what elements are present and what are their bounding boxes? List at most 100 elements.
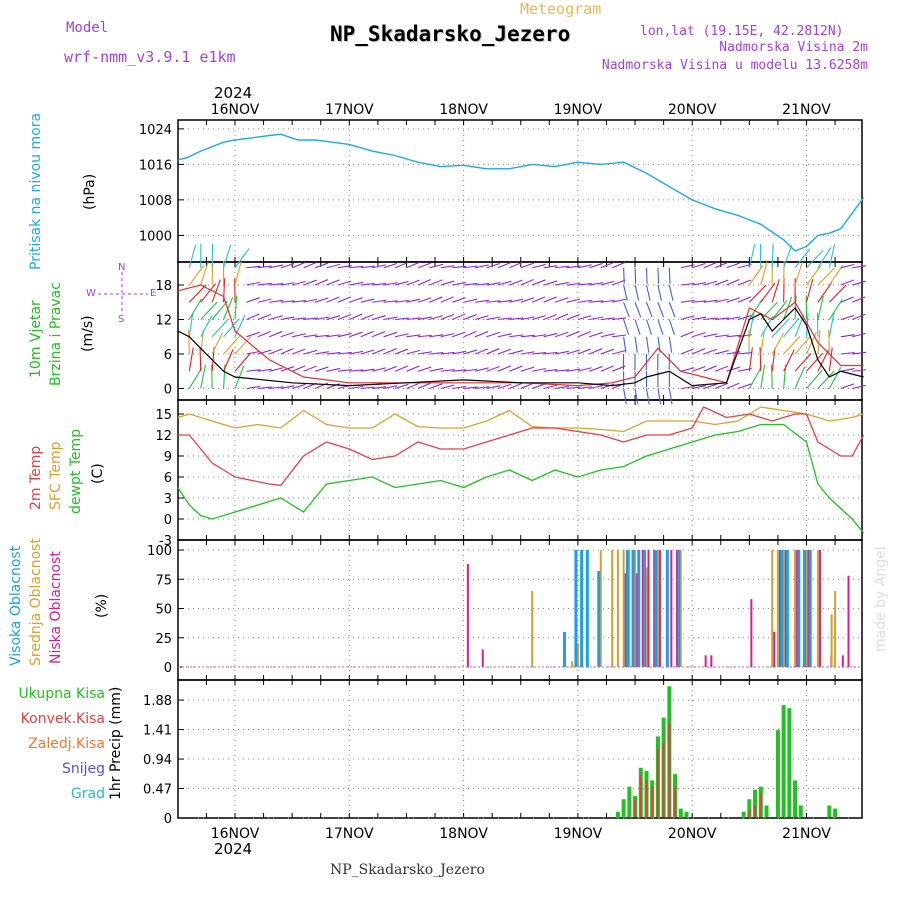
wind-vector (234, 248, 250, 269)
cloud-low-bar (710, 655, 713, 667)
precip-total-bar (627, 786, 632, 818)
wind-vector (429, 315, 443, 321)
wind-vector (440, 384, 455, 390)
wind-vector (748, 244, 756, 268)
wind-vector (703, 261, 717, 269)
cloud-low-bar (750, 599, 753, 667)
wind-vector (806, 353, 823, 372)
compass-w: W (86, 288, 96, 299)
wind-vector (372, 386, 387, 390)
y-tick-label-cloud: 75 (155, 573, 172, 588)
wind-vector (680, 282, 695, 286)
wind-vector (520, 334, 535, 338)
wind-vector (543, 384, 558, 390)
wind-vector (200, 315, 213, 338)
wind-vector (417, 351, 432, 355)
cloud-low-bar (778, 550, 781, 667)
panel-frame-temperature (177, 399, 863, 541)
wind-vector (406, 382, 420, 390)
wind-vector (577, 348, 592, 355)
wind-vector (509, 365, 523, 372)
y-tick-label-temperature: 6 (164, 471, 172, 486)
precip-conv-bar (645, 780, 648, 818)
day-label-bottom: 16NOV (211, 826, 260, 842)
wind-vector (794, 295, 797, 320)
wind-vector (759, 347, 762, 372)
wind-vector (188, 312, 194, 337)
wind-vector (531, 279, 546, 286)
wind-vector (269, 315, 283, 321)
wind-vector (291, 262, 306, 269)
dewpoint-line (177, 423, 865, 534)
wind-vector (246, 350, 261, 355)
wind-vector (497, 333, 512, 338)
wind-vector (600, 261, 614, 269)
wind-vector (783, 336, 801, 355)
wind-vector (463, 298, 478, 303)
wind-vector (600, 299, 615, 303)
wind-vector (349, 385, 364, 390)
cloud-low-bar (641, 550, 644, 667)
precip-conv-bar (668, 723, 671, 818)
wind-vector (303, 334, 318, 338)
wind-vector (337, 265, 352, 269)
wind-vector (349, 281, 364, 286)
wind-vector (657, 302, 665, 318)
wind-vector (577, 315, 592, 321)
wind-vector (794, 366, 806, 389)
wind-vector (417, 262, 432, 269)
wind-vector (269, 348, 283, 355)
wind-vector (269, 299, 284, 303)
wind-vector (760, 301, 778, 320)
wind-vector (199, 347, 202, 372)
cloud-mid-bar (794, 550, 797, 667)
wind-vector (371, 330, 386, 338)
wind-vector (269, 264, 284, 269)
cloud-low-bar (658, 550, 661, 667)
station-title: NP_Skadarsko_Jezero (330, 22, 571, 46)
wind-vector (589, 331, 603, 338)
wind-vector (531, 383, 546, 390)
wind-vector (383, 348, 397, 355)
wind-vector (748, 284, 767, 303)
wind-vector (668, 388, 673, 405)
wind-vector (726, 279, 740, 286)
wind-vector (303, 261, 317, 269)
wind-vector (737, 279, 752, 286)
precip-total-bar (747, 799, 752, 818)
cloud-low-bar (796, 550, 799, 667)
meteogram-label: Meteogram (520, 0, 602, 18)
wind-vector (668, 302, 676, 318)
wind-vector (852, 351, 867, 355)
wind-vector (452, 265, 467, 269)
wind-vector (737, 263, 752, 269)
wind-vector (543, 296, 557, 303)
cloud-high-bar (642, 550, 646, 667)
cloud-low-bar (481, 649, 484, 667)
wind-vector (817, 295, 824, 320)
wind-vector (566, 298, 581, 303)
wind-vector (840, 263, 855, 269)
wind-vector (520, 297, 535, 303)
precip-total-bar (775, 730, 780, 818)
precip-total-bar (781, 705, 786, 818)
precip-legend-hail: Grad (70, 786, 105, 802)
wind-vector (612, 334, 627, 338)
wind-vector (714, 317, 730, 321)
wind-vector (200, 301, 218, 320)
wind-vector (600, 383, 615, 390)
wind-vector (680, 315, 695, 321)
compass-e: E (150, 288, 157, 299)
wind-vector (840, 279, 855, 286)
wind-vector (600, 280, 615, 286)
wind-vector (554, 331, 569, 338)
wind-vector (497, 280, 512, 286)
y-tick-label-precip: 1.41 (143, 724, 172, 739)
wind-vector (314, 366, 329, 372)
model-altitude-text: Nadmorska Visina u modelu 13.6258m (601, 58, 868, 73)
wind-vector (257, 298, 272, 303)
wind-vector (680, 299, 695, 303)
wind-vector (246, 297, 260, 303)
wind-vector (645, 336, 650, 353)
wind-vector (326, 315, 341, 321)
